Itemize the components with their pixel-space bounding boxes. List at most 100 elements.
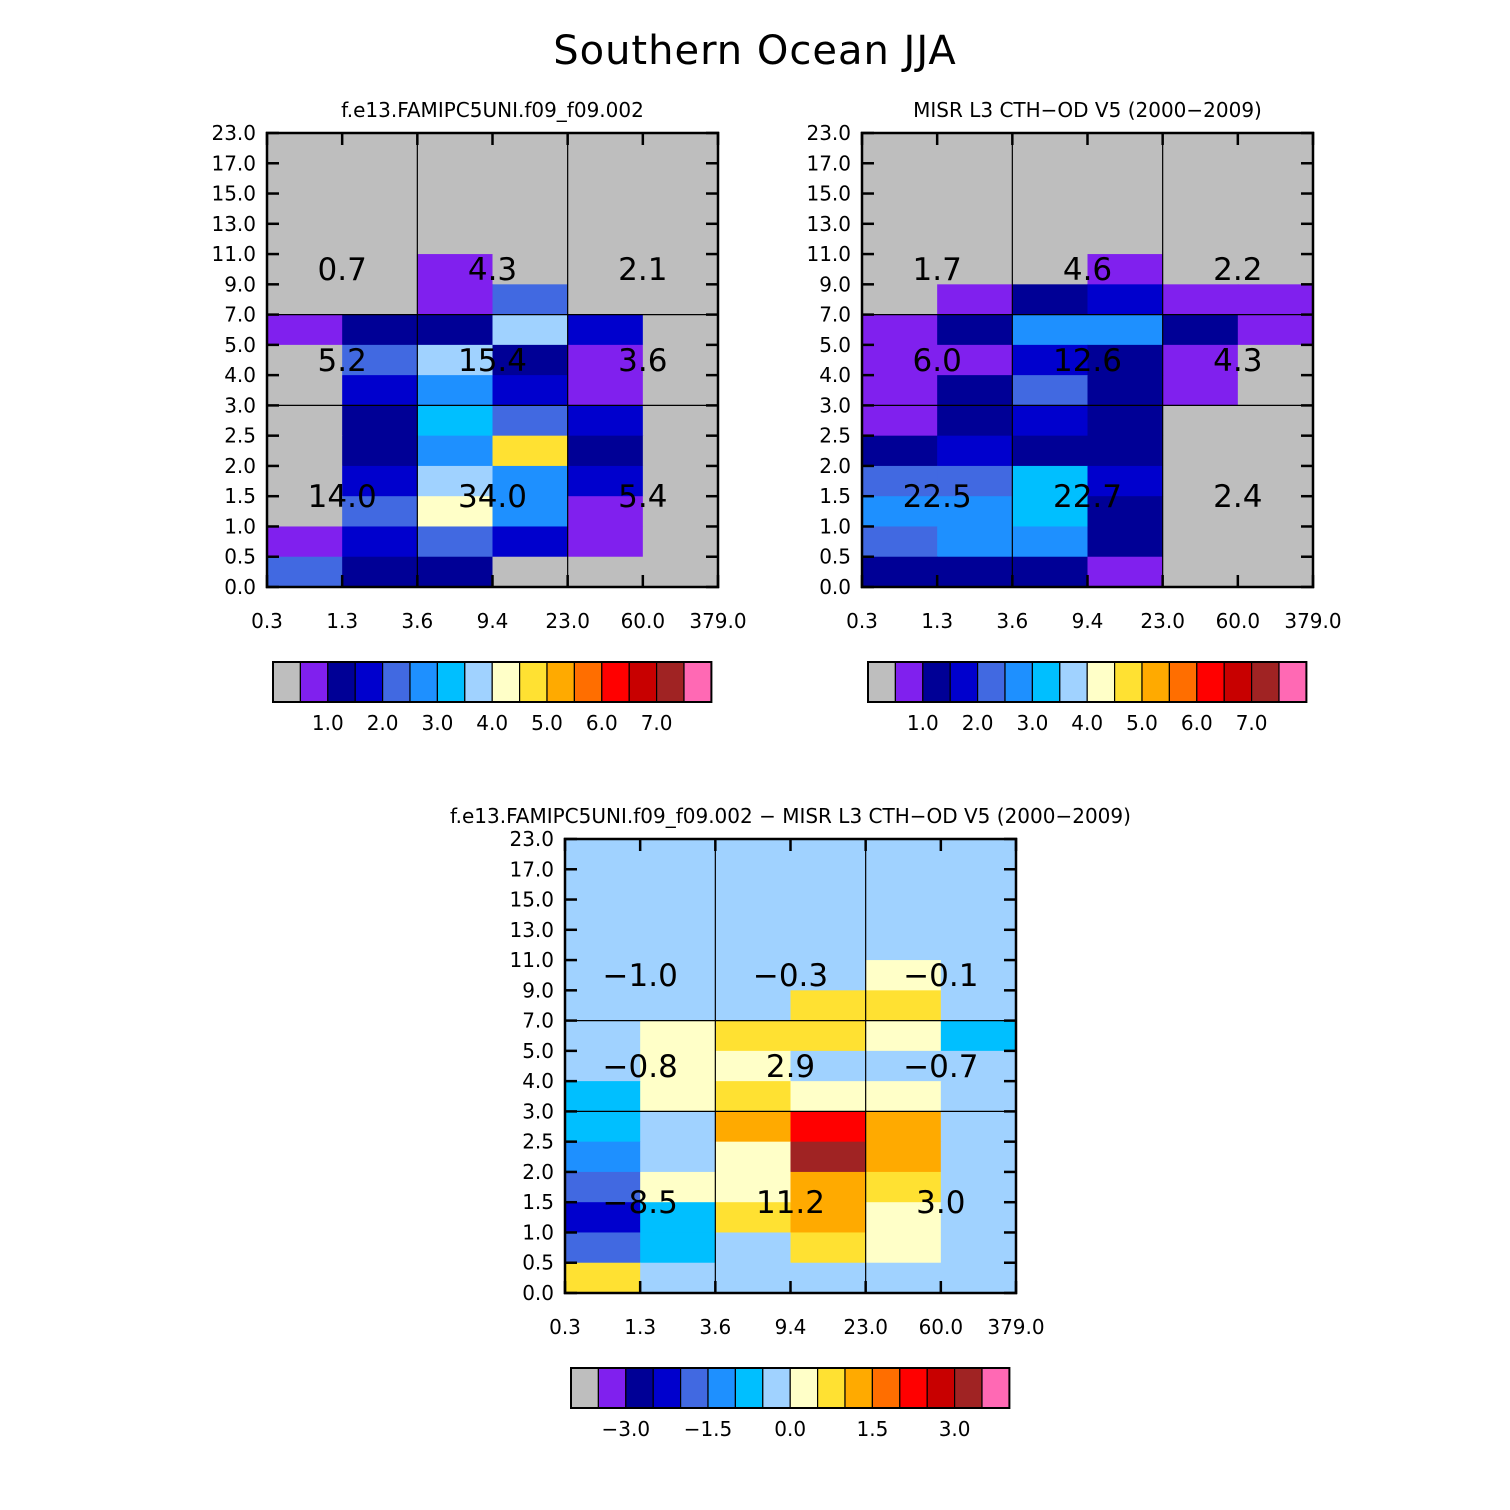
region-value-label: 4.3 xyxy=(468,252,517,288)
y-tick-label: 15.0 xyxy=(211,182,256,206)
region-value-label: 22.7 xyxy=(1053,479,1122,515)
heatmap-cell xyxy=(940,990,1017,1022)
colorbar-label: 0.0 xyxy=(774,1417,806,1441)
heatmap-cell xyxy=(1087,223,1164,255)
region-value-label: −0.8 xyxy=(603,1049,678,1085)
x-tick-label: 1.3 xyxy=(624,1315,656,1339)
heatmap-cell xyxy=(267,193,343,225)
colorbar-swatch xyxy=(464,661,493,703)
heatmap-cell xyxy=(640,929,716,961)
colorbar-swatch xyxy=(981,1367,1010,1409)
heatmap-cell xyxy=(342,254,418,285)
heatmap-cell xyxy=(1012,254,1089,285)
colorbar-label: 5.0 xyxy=(1126,711,1158,735)
heatmap-cell xyxy=(715,1232,792,1264)
colorbar-frame xyxy=(272,661,713,703)
heatmap-cell xyxy=(1162,375,1239,406)
y-tick-label: 4.0 xyxy=(224,363,256,387)
heatmap-cell xyxy=(342,193,418,225)
heatmap-cell xyxy=(940,839,1017,870)
heatmap-cell xyxy=(1087,405,1164,437)
heatmap-cell xyxy=(862,193,938,225)
panel-1: 0.0 0.5 1.0 1.5 2.0 2.5 3.0 4.0 5.0 7.0 9.0 11.0 13.… xyxy=(211,98,746,735)
heatmap-cell xyxy=(640,990,716,1022)
heatmap-cell xyxy=(937,163,1013,195)
heatmap-cell xyxy=(1237,163,1314,195)
heatmap-cell xyxy=(1012,375,1089,406)
heatmap-cell xyxy=(565,1050,641,1082)
heatmap-cell xyxy=(1012,193,1089,225)
heatmap-cell xyxy=(492,405,569,437)
heatmap-cell xyxy=(417,314,494,346)
heatmap-cell xyxy=(1162,254,1239,285)
heatmap-cell xyxy=(642,465,719,497)
colorbar-swatch xyxy=(953,1367,983,1409)
y-tick-label: 1.5 xyxy=(819,484,851,508)
heatmap-cell xyxy=(865,899,942,931)
x-tick-label: 9.4 xyxy=(775,1315,807,1339)
heatmap-cell xyxy=(937,254,1013,285)
colorbar-swatch xyxy=(1278,661,1307,703)
heatmap-cell xyxy=(865,839,942,870)
heatmap-cell xyxy=(565,1111,641,1143)
colorbar-swatch xyxy=(652,1367,682,1409)
heatmap-cell xyxy=(790,1020,867,1052)
heatmap-cell xyxy=(642,556,719,588)
heatmap-cell xyxy=(715,899,792,931)
heatmap-cell xyxy=(267,163,343,195)
y-tick-label: 9.0 xyxy=(522,978,554,1002)
colorbar-swatch xyxy=(1031,661,1061,703)
colorbar-label: 2.0 xyxy=(962,711,994,735)
heatmap-cell xyxy=(565,839,641,870)
colorbar-swatch xyxy=(683,661,712,703)
y-tick-label: 7.0 xyxy=(819,303,851,327)
heatmap-cell xyxy=(1012,465,1089,497)
heatmap-cell xyxy=(492,133,569,164)
heatmap-cell xyxy=(492,496,569,528)
heatmap-cell xyxy=(565,1081,641,1112)
heatmap-cell xyxy=(567,405,644,437)
heatmap-cell xyxy=(865,1141,942,1173)
heatmap-cell xyxy=(937,133,1013,164)
region-value-label: 3.0 xyxy=(916,1185,965,1221)
heatmap-cell xyxy=(1087,193,1164,225)
heatmap-cell xyxy=(492,344,569,376)
heatmap-cell xyxy=(937,435,1013,467)
region-value-label: 5.4 xyxy=(618,479,667,515)
heatmap-cell xyxy=(417,375,494,406)
heatmap-cell xyxy=(342,344,418,376)
heatmap-cell xyxy=(417,496,494,528)
heatmap-cell xyxy=(715,1111,792,1143)
heatmap-cell xyxy=(565,1232,641,1264)
heatmap-cell xyxy=(940,1111,1017,1143)
y-tick-label: 11.0 xyxy=(806,242,851,266)
heatmap-cell xyxy=(715,1081,792,1112)
heatmap-cell xyxy=(640,869,716,901)
heatmap-cell xyxy=(567,465,644,497)
heatmap-cell xyxy=(865,1262,942,1294)
colorbar-swatch xyxy=(655,661,685,703)
heatmap-cell xyxy=(1162,496,1239,528)
heatmap-cell xyxy=(862,465,938,497)
colorbar-label: 1.5 xyxy=(856,1417,888,1441)
heatmap-cell xyxy=(940,1202,1017,1234)
colorbar-swatch xyxy=(573,661,603,703)
heatmap-cell xyxy=(1087,556,1164,588)
heatmap-cell xyxy=(640,1020,716,1052)
heatmap-cell xyxy=(417,435,494,467)
region-value-label: −0.3 xyxy=(753,958,828,994)
y-tick-label: 17.0 xyxy=(509,857,554,881)
y-tick-label: 5.0 xyxy=(522,1039,554,1063)
y-tick-label: 0.0 xyxy=(522,1281,554,1305)
colorbar-swatch xyxy=(789,1367,819,1409)
heatmap-cell xyxy=(640,1050,716,1082)
y-tick-label: 17.0 xyxy=(211,151,256,175)
heatmap-cell xyxy=(1162,344,1239,376)
colorbar-label: 4.0 xyxy=(1071,711,1103,735)
heatmap-cell xyxy=(865,1202,942,1234)
region-value-label: −8.5 xyxy=(603,1185,678,1221)
y-tick-label: 1.5 xyxy=(224,484,256,508)
heatmap-cell xyxy=(862,223,938,255)
heatmap-cell xyxy=(1087,375,1164,406)
region-value-label: 3.6 xyxy=(618,343,667,379)
